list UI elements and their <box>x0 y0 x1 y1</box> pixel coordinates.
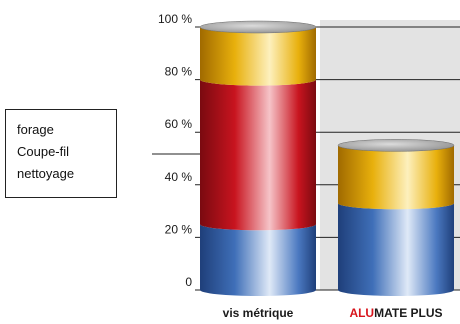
legend-item: Coupe-fil <box>17 144 70 159</box>
y-tick-label: 80 % <box>165 65 193 79</box>
bar-segment <box>338 145 454 210</box>
bars <box>199 20 455 296</box>
y-tick-label: 40 % <box>165 170 193 184</box>
legend-item: forage <box>17 122 54 137</box>
category-label: ALUMATE PLUS <box>349 306 442 320</box>
legend-list: forage Coupe-fil nettoyage <box>6 110 116 185</box>
y-tick-label: 0 <box>185 275 192 289</box>
y-tick-label: 100 % <box>158 12 192 26</box>
legend-item: nettoyage <box>17 166 75 181</box>
bar-segment <box>200 27 316 86</box>
legend: forage Coupe-fil nettoyage <box>5 109 117 198</box>
category-label: vis métrique <box>223 306 294 320</box>
x-axis: vis métrique ALUMATE PLUS <box>223 306 443 320</box>
y-tick-label: 60 % <box>165 117 193 131</box>
bar-segment <box>200 79 316 231</box>
bar-segment <box>338 203 454 296</box>
bar-segment <box>200 224 316 296</box>
y-tick-label: 20 % <box>165 222 193 236</box>
bar-group <box>199 20 317 296</box>
y-axis: 0 20 % 40 % 60 % 80 % 100 % <box>158 12 192 289</box>
bar-cap <box>199 20 317 34</box>
bar-group <box>337 139 455 296</box>
bar-cap <box>337 139 455 152</box>
